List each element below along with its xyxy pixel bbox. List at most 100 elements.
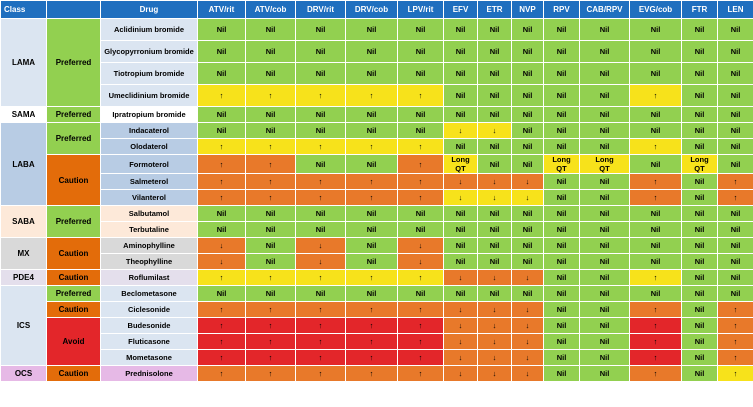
interaction-text: ↑ <box>418 193 423 202</box>
interaction-text: Nil <box>694 110 705 119</box>
header-cell: CAB/RPV <box>579 0 630 19</box>
interaction-cell: ↑ <box>397 333 444 350</box>
interaction-cell: Nil <box>629 221 682 238</box>
header-row: Class Drug ATV/rit ATV/cob DRV/rit DRV/cob L… <box>0 0 753 19</box>
interaction-text: Nil <box>650 209 661 218</box>
interaction-cell: Nil <box>579 333 630 350</box>
interaction-cell: Nil <box>345 285 398 302</box>
interaction-cell: Nil <box>681 333 718 350</box>
interaction-text: Long QT <box>451 155 470 173</box>
header-cell: ETR <box>477 0 512 19</box>
interaction-text: Nil <box>650 47 661 56</box>
interaction-table: Class Drug ATV/rit ATV/cob DRV/rit DRV/cob L… <box>0 0 753 382</box>
interaction-text: ↑ <box>219 177 224 186</box>
level-cell: Preferred <box>46 205 101 238</box>
interaction-text: ↑ <box>653 337 658 346</box>
interaction-text: Nil <box>489 257 500 266</box>
interaction-text: Nil <box>522 209 533 218</box>
drug-cell: Roflumilast <box>100 269 198 286</box>
interaction-cell: Nil <box>443 237 478 254</box>
interaction-cell: Nil <box>197 40 246 63</box>
interaction-cell: ↑ <box>397 138 444 155</box>
interaction-cell: ↑ <box>629 189 682 206</box>
interaction-text: Nil <box>694 25 705 34</box>
interaction-text: Nil <box>315 110 326 119</box>
interaction-text: Nil <box>730 289 741 298</box>
interaction-text: Nil <box>694 321 705 330</box>
interaction-text: ↓ <box>318 241 323 250</box>
interaction-text: Nil <box>730 225 741 234</box>
interaction-text: ↑ <box>418 159 423 169</box>
interaction-text: Nil <box>556 353 567 362</box>
interaction-cell: Nil <box>477 221 512 238</box>
interaction-text: ↑ <box>219 142 224 151</box>
interaction-cell: Nil <box>295 205 346 222</box>
interaction-text: Nil <box>366 241 377 250</box>
interaction-text: Nil <box>556 337 567 346</box>
interaction-text: ↑ <box>653 321 658 330</box>
interaction-text: Nil <box>415 289 426 298</box>
interaction-cell: Nil <box>245 62 296 85</box>
interaction-text: Nil <box>216 25 227 34</box>
interaction-text: ↑ <box>268 177 273 186</box>
drug-cell: Budesonide <box>100 317 198 334</box>
table-row: SAMA Preferred Ipratropium bromide Nil Nil Ni… <box>0 106 753 123</box>
interaction-text: Nil <box>315 209 326 218</box>
interaction-cell: ↑ <box>397 189 444 206</box>
table-row: Vilanterol ↑ ↑ ↑ ↑ ↑ ↓ ↓ ↓ Nil Nil ↑ Nil ↑ <box>1 189 753 206</box>
interaction-text: Nil <box>455 110 466 119</box>
interaction-text: ↑ <box>219 91 224 100</box>
interaction-cell: Nil <box>345 18 398 41</box>
interaction-text: Nil <box>216 209 227 218</box>
interaction-cell: ↑ <box>397 301 444 318</box>
drug-cell: Aclidinium bromide <box>100 18 198 41</box>
interaction-cell: ↑ <box>629 317 682 334</box>
interaction-cell: Nil <box>245 253 296 270</box>
header-cell: EVG/cob <box>629 0 682 19</box>
interaction-text: ↑ <box>219 305 224 314</box>
interaction-text: ↑ <box>733 337 738 346</box>
interaction-text: ↑ <box>733 353 738 362</box>
interaction-cell: Nil <box>543 40 580 63</box>
interaction-cell: Nil <box>629 205 682 222</box>
table-row: Terbutaline Nil Nil Nil Nil Nil Nil Nil Nil Nil Ni… <box>1 221 753 238</box>
interaction-cell: Nil <box>295 154 346 174</box>
interaction-cell: ↑ <box>245 349 296 366</box>
interaction-cell: Nil <box>629 62 682 85</box>
interaction-text: ↓ <box>458 369 463 378</box>
drug-cell: Umeclidinium bromide <box>100 84 198 107</box>
interaction-text: Nil <box>415 110 426 119</box>
interaction-cell: ↑ <box>717 333 753 350</box>
interaction-text: Nil <box>730 110 741 119</box>
interaction-cell: Nil <box>443 138 478 155</box>
interaction-text: Nil <box>599 126 610 135</box>
interaction-text: Nil <box>599 337 610 346</box>
interaction-cell: ↓ <box>443 333 478 350</box>
interaction-cell: Nil <box>197 221 246 238</box>
interaction-cell: ↑ <box>345 365 398 382</box>
interaction-cell: Nil <box>717 237 753 254</box>
interaction-cell: Nil <box>579 365 630 382</box>
interaction-text: ↑ <box>268 91 273 100</box>
interaction-text: Nil <box>216 225 227 234</box>
drug-cell: Salbutamol <box>100 205 198 222</box>
interaction-text: ↑ <box>653 177 658 186</box>
level-cell: Preferred <box>46 285 101 302</box>
header-cell: Class <box>0 0 47 19</box>
interaction-text: Nil <box>455 91 466 100</box>
interaction-cell: Nil <box>681 205 718 222</box>
interaction-text: ↓ <box>525 305 530 314</box>
interaction-text: Nil <box>694 91 705 100</box>
interaction-text: ↑ <box>418 273 423 282</box>
interaction-text: Nil <box>455 241 466 250</box>
interaction-text: ↑ <box>369 177 374 186</box>
interaction-cell: Nil <box>717 269 753 286</box>
interaction-cell: Nil <box>295 40 346 63</box>
interaction-cell: ↓ <box>443 189 478 206</box>
interaction-cell: ↑ <box>717 173 753 190</box>
interaction-cell: Nil <box>629 122 682 139</box>
interaction-cell: Nil <box>511 285 544 302</box>
interaction-cell: Nil <box>477 154 512 174</box>
level-cell: Avoid <box>46 317 101 366</box>
interaction-cell: Nil <box>543 365 580 382</box>
